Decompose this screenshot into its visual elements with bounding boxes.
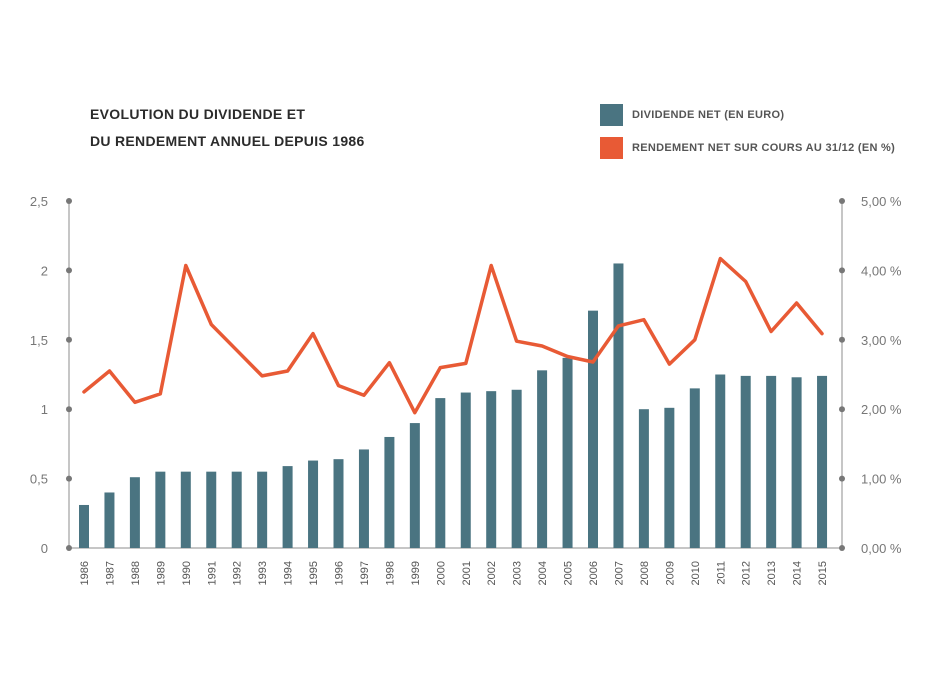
x-tick-label: 2000 (435, 561, 447, 585)
bar-dividende (511, 389, 522, 548)
legend-label-dividende: DIVIDENDE NET (EN EURO) (632, 109, 785, 121)
y-right-tick-dot (839, 545, 845, 551)
chart-title: EVOLUTION DU DIVIDENDE ET DU RENDEMENT A… (90, 101, 365, 155)
bar-dividende (537, 370, 548, 548)
x-tick-label: 2001 (461, 561, 473, 585)
bar-dividende (664, 407, 675, 548)
y-left-tick-label: 2,5 (30, 194, 48, 209)
chart-title-line-1: EVOLUTION DU DIVIDENDE ET (90, 106, 306, 122)
x-tick-label: 2012 (741, 561, 753, 585)
legend-swatch-rendement (600, 137, 623, 159)
bar-dividende (206, 471, 217, 548)
bar-dividende (409, 423, 420, 548)
x-tick-label: 2005 (563, 561, 575, 585)
x-tick-label: 1999 (410, 561, 422, 585)
y-left-tick-label: 0 (41, 541, 48, 556)
bar-dividende (435, 398, 446, 548)
y-right-tick-label: 3,00 % (861, 333, 902, 348)
bar-dividende (715, 374, 726, 548)
y-right-tick-label: 4,00 % (861, 263, 902, 278)
y-right-tick-dot (839, 406, 845, 413)
x-tick-label: 2002 (486, 561, 498, 585)
legend-label-rendement: RENDEMENT NET SUR COURS AU 31/12 (EN %) (632, 142, 896, 154)
bar-dividende (308, 460, 319, 548)
bar-dividende (358, 449, 369, 548)
x-tick-label: 1989 (155, 561, 167, 585)
bar-dividende (282, 466, 293, 548)
bar-dividende (791, 377, 802, 548)
legend-item-dividende: DIVIDENDE NET (EN EURO) (600, 104, 784, 126)
bar-dividende (333, 459, 344, 548)
x-tick-label: 1994 (283, 561, 295, 585)
x-tick-label: 2003 (512, 561, 524, 585)
bar-dividende (104, 492, 115, 548)
x-tick-label: 1992 (232, 561, 244, 585)
y-left-tick-dot (66, 406, 72, 413)
x-tick-label: 1988 (130, 561, 142, 585)
y-right-tick-dot (839, 475, 845, 482)
x-tick-label: 2008 (639, 561, 651, 585)
x-tick-label: 2015 (817, 561, 829, 585)
y-left-tick-dot (66, 545, 72, 551)
legend-swatch-dividende (600, 104, 623, 126)
y-right-tick-label: 1,00 % (861, 472, 902, 487)
x-tick-label: 2014 (792, 561, 804, 585)
bar-dividende (638, 409, 649, 548)
x-tick-label: 1995 (308, 561, 320, 585)
x-tick-label: 2010 (690, 561, 702, 585)
y-right-tick-label: 0,00 % (861, 541, 902, 556)
y-left-tick-dot (66, 475, 72, 482)
bar-dividende (588, 310, 598, 548)
legend-item-rendement: RENDEMENT NET SUR COURS AU 31/12 (EN %) (600, 137, 895, 159)
x-tick-label: 2007 (613, 561, 625, 585)
x-tick-label: 2004 (537, 561, 549, 585)
bar-dividende (766, 375, 777, 548)
y-right-tick-dot (839, 336, 845, 343)
bar-dividende (460, 392, 471, 548)
x-tick-label: 1990 (181, 561, 193, 585)
bar-dividende (486, 391, 497, 548)
line-rendement (82, 256, 824, 415)
bar-dividende (740, 375, 751, 548)
x-tick-label: 1996 (334, 561, 346, 585)
x-tick-label: 1997 (359, 561, 371, 585)
y-left-tick-dot (66, 267, 72, 274)
y-left-tick-label: 0,5 (30, 472, 48, 487)
bar-dividende (231, 471, 242, 548)
y-left-tick-dot (66, 336, 72, 343)
chart-title-line-2: DU RENDEMENT ANNUEL DEPUIS 1986 (90, 133, 365, 149)
y-right-tick-dot (839, 198, 845, 204)
y-left-tick-label: 2 (41, 263, 48, 278)
bar-dividende (129, 477, 140, 548)
y-left-tick-label: 1,5 (30, 333, 48, 348)
x-tick-label: 2009 (664, 561, 676, 585)
x-tick-label: 1998 (384, 561, 396, 585)
bar-dividende (817, 375, 828, 548)
x-tick-label: 1993 (257, 561, 269, 585)
bar-dividende (180, 471, 191, 548)
x-tick-label: 2006 (588, 561, 600, 585)
x-tick-label: 2013 (766, 561, 778, 585)
y-left-tick-label: 1 (41, 402, 48, 417)
x-tick-label: 2011 (715, 561, 727, 585)
bar-dividende (79, 504, 89, 548)
bar-dividende (155, 471, 166, 548)
bar-dividende (257, 471, 268, 548)
bar-dividende (613, 263, 624, 548)
y-right-tick-label: 5,00 % (861, 194, 902, 209)
bar-dividende (562, 357, 573, 548)
y-left-tick-dot (66, 198, 72, 204)
bar-dividende (689, 388, 700, 548)
y-right-tick-label: 2,00 % (861, 402, 902, 417)
x-tick-label: 1987 (104, 561, 116, 585)
bar-dividende (384, 436, 395, 548)
x-tick-label: 1986 (79, 561, 91, 585)
y-right-tick-dot (839, 267, 845, 274)
x-tick-label: 1991 (206, 561, 218, 585)
